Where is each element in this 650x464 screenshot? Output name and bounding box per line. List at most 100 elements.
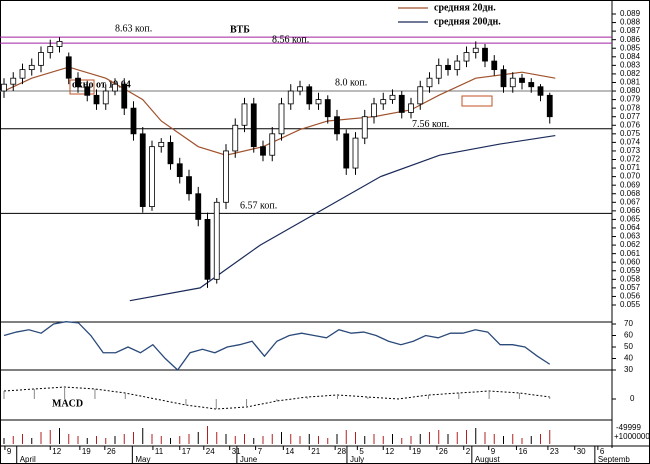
candle-body xyxy=(315,99,322,105)
candle-body xyxy=(371,103,377,118)
x-tick-label: 30 xyxy=(577,447,586,456)
osc-tick-label: 50 xyxy=(624,342,633,351)
y-tick-label: 0.081 xyxy=(620,78,641,87)
y-tick-label: 0.066 xyxy=(620,206,641,215)
candle-body xyxy=(463,52,470,62)
y-tick-label: 0.080 xyxy=(620,86,641,95)
y-tick-label: 0.072 xyxy=(620,155,641,164)
candle-body xyxy=(426,77,433,88)
candle-body xyxy=(19,69,26,79)
y-tick-label: 0.063 xyxy=(620,232,641,241)
candle-body xyxy=(546,94,553,118)
y-tick-label: 0.075 xyxy=(620,129,641,138)
candle-body xyxy=(435,64,442,79)
candle-body xyxy=(241,103,248,126)
legend-label: средняя 200дн. xyxy=(434,16,501,27)
x-tick-label: 12 xyxy=(385,447,394,456)
candle-body xyxy=(232,124,239,152)
y-tick-label: 0.078 xyxy=(620,103,641,112)
candle-body xyxy=(537,86,544,96)
candle-body xyxy=(500,69,507,88)
y-tick-label: 0.064 xyxy=(620,223,641,232)
x-tick-label: 24 xyxy=(206,447,215,456)
candle-body xyxy=(65,56,72,79)
candle-body xyxy=(121,83,128,109)
candle-body xyxy=(158,141,165,148)
candle-body xyxy=(389,94,396,100)
y-tick-label: 0.073 xyxy=(620,146,641,155)
x-tick-label: 19 xyxy=(82,447,91,456)
month-label: Septemb xyxy=(598,455,631,464)
legend-label: средняя 20дн. xyxy=(434,2,496,13)
candle-body xyxy=(297,86,303,92)
candle-body xyxy=(361,116,368,139)
candle-body xyxy=(306,86,313,105)
candle-body xyxy=(278,103,285,135)
candle-body xyxy=(75,77,81,88)
y-tick-label: 0.070 xyxy=(620,172,641,181)
macd-tick-label: 0 xyxy=(630,394,635,403)
x-tick-label: 6 xyxy=(600,447,605,456)
candle-body xyxy=(324,99,331,118)
candle-body xyxy=(482,47,488,62)
x-tick-label: 9 xyxy=(7,447,12,456)
candle-body xyxy=(287,90,294,105)
month-label: April xyxy=(20,455,36,464)
x-tick-label: 19 xyxy=(412,447,421,456)
x-tick-label: 14 xyxy=(285,447,294,456)
candle-body xyxy=(509,77,516,88)
candle-body xyxy=(56,40,63,47)
y-tick-label: 0.089 xyxy=(620,9,641,18)
level-label: 8.56 коп. xyxy=(272,34,309,45)
candle-body xyxy=(417,86,424,105)
candle-body xyxy=(149,146,155,207)
candle-body xyxy=(528,82,535,88)
candle-body xyxy=(139,133,146,207)
chart-title: ВТБ xyxy=(230,24,250,35)
y-tick-label: 0.067 xyxy=(620,197,641,206)
gap-box xyxy=(69,79,95,95)
candle-body xyxy=(204,219,211,280)
gap-box xyxy=(461,95,493,107)
candle-body xyxy=(223,150,229,203)
candle-body xyxy=(445,64,451,71)
y-tick-label: 0.076 xyxy=(620,120,641,129)
y-tick-label: 0.074 xyxy=(620,137,641,146)
y-tick-label: 0.062 xyxy=(620,240,641,249)
month-label: May xyxy=(135,455,150,464)
candle-body xyxy=(352,137,359,169)
candle-body xyxy=(269,133,276,156)
x-tick-label: 5 xyxy=(359,447,364,456)
candle-body xyxy=(213,201,220,280)
candle-body xyxy=(28,64,35,71)
volume-tick-label: -49999 xyxy=(616,423,641,432)
candle-body xyxy=(112,83,118,92)
candle-body xyxy=(454,60,461,71)
y-tick-label: 0.082 xyxy=(620,69,641,78)
y-tick-label: 0.085 xyxy=(620,43,641,52)
ma200-line xyxy=(129,134,556,302)
y-tick-label: 0.058 xyxy=(620,274,641,283)
candle-body xyxy=(10,77,17,85)
candle-body xyxy=(186,176,192,195)
candle-body xyxy=(380,99,387,105)
candle-body xyxy=(176,163,183,178)
y-tick-label: 0.069 xyxy=(620,180,641,189)
x-tick-label: 21 xyxy=(311,447,320,456)
x-tick-label: 7 xyxy=(258,447,263,456)
y-tick-label: 0.068 xyxy=(620,189,641,198)
candle-body xyxy=(93,94,100,105)
candle-body xyxy=(47,46,54,53)
candle-body xyxy=(195,193,202,220)
candle-body xyxy=(408,103,414,113)
annotation: окно от 19.04 xyxy=(72,79,131,90)
x-tick-label: 26 xyxy=(107,447,116,456)
osc-tick-label: 30 xyxy=(624,365,633,374)
y-tick-label: 0.061 xyxy=(620,249,641,258)
candle-body xyxy=(102,90,109,105)
y-tick-label: 0.056 xyxy=(620,292,641,301)
y-tick-label: 0.077 xyxy=(620,112,641,121)
macd-label: MACD xyxy=(52,398,83,409)
candle-body xyxy=(84,86,91,96)
